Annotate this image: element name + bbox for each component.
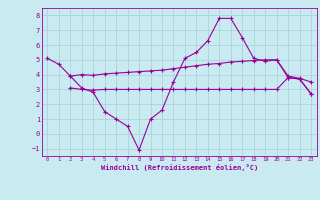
X-axis label: Windchill (Refroidissement éolien,°C): Windchill (Refroidissement éolien,°C) bbox=[100, 164, 258, 171]
